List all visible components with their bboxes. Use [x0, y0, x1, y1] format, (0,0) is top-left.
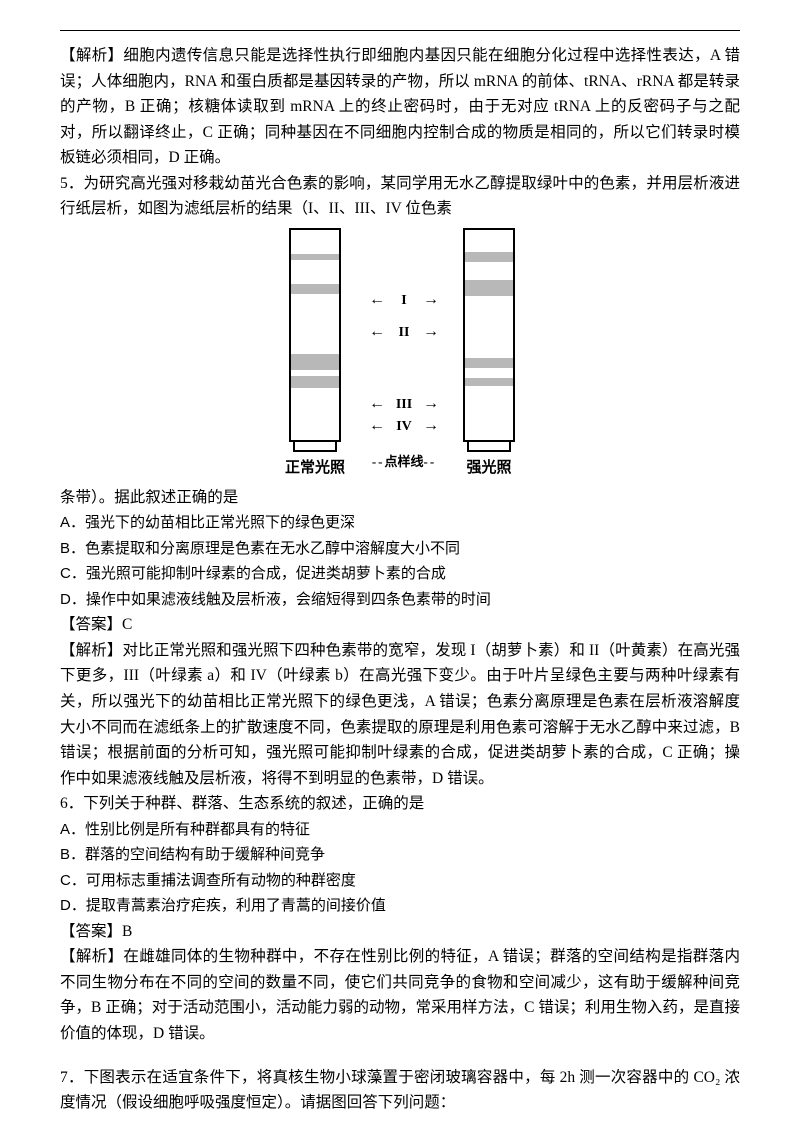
q5-explanation: 【解析】对比正常光照和强光照下四种色素带的宽窄，发现 I（胡萝卜素）和 II（叶… [60, 638, 740, 791]
q5-answer: 【答案】C [60, 612, 740, 638]
strip-tip-left [293, 442, 337, 452]
strip-label-right: 强光照 [466, 456, 511, 481]
label-row-3: ← III → [369, 393, 439, 416]
q5-stem: 5．为研究高光强对移栽幼苗光合色素的影响，某同学用无水乙醇提取绿叶中的色素，并用… [60, 171, 740, 222]
strip-strong-light: 强光照 [463, 228, 515, 481]
band-left-2 [291, 284, 339, 294]
q6-answer: 【答案】B [60, 919, 740, 945]
label-row-2: ← II → [369, 321, 439, 344]
q7-stem: 7．下图表示在适宜条件下，将真核生物小球藻置于密闭玻璃容器中，每 2h 测一次容… [60, 1065, 740, 1116]
arrow-right-icon: → [423, 418, 439, 434]
roman-4: IV [396, 415, 412, 438]
chromatography-figure: 正常光照 ← I → ← II → ← I [60, 228, 740, 481]
band-left-1 [291, 254, 339, 260]
q5-option-d: D．操作中如果滤液线触及层析液，会缩短得到四条色素带的时间 [60, 587, 740, 613]
arrow-right-icon: → [423, 324, 439, 340]
band-left-4 [291, 376, 339, 388]
arrow-right-icon: → [423, 292, 439, 308]
origin-line-label: -- 点样线 -- [369, 451, 439, 472]
label-row-1: ← I → [369, 289, 439, 312]
origin-line-text: 点样线 [384, 451, 423, 472]
roman-3: III [396, 393, 412, 416]
page: 【解析】细胞内遗传信息只能是选择性执行即细胞内基因只能在细胞分化过程中选择性表达… [0, 0, 800, 1146]
q5-option-b: B．色素提取和分离原理是色素在无水乙醇中溶解度大小不同 [60, 536, 740, 562]
top-rule [60, 30, 740, 31]
arrow-left-icon: ← [369, 418, 385, 434]
band-right-3 [465, 358, 513, 368]
band-left-3 [291, 354, 339, 370]
blank-gap [60, 1047, 740, 1065]
q5-option-c: C．强光照可能抑制叶绿素的合成，促进类胡萝卜素的合成 [60, 561, 740, 587]
dash-left: -- [372, 451, 385, 472]
strip-tip-right [467, 442, 511, 452]
arrow-left-icon: ← [369, 292, 385, 308]
q6-option-c: C．可用标志重捕法调查所有动物的种群密度 [60, 868, 740, 894]
q5-tail: 条带）。据此叙述正确的是 [60, 485, 740, 511]
arrow-left-icon: ← [369, 324, 385, 340]
roman-2: II [399, 321, 410, 344]
arrow-right-icon: → [423, 396, 439, 412]
strip-normal-light: 正常光照 [285, 228, 345, 481]
q6-option-a: A．性别比例是所有种群都具有的特征 [60, 817, 740, 843]
arrow-left-icon: ← [369, 396, 385, 412]
q5-option-a: A．强光下的幼苗相比正常光照下的绿色更深 [60, 510, 740, 536]
band-right-2 [465, 280, 513, 296]
band-right-1 [465, 252, 513, 262]
strip-label-left: 正常光照 [285, 456, 345, 481]
roman-1: I [401, 289, 406, 312]
dash-right: -- [424, 451, 437, 472]
label-row-4: ← IV → [369, 415, 439, 438]
explanation-q4: 【解析】细胞内遗传信息只能是选择性执行即细胞内基因只能在细胞分化过程中选择性表达… [60, 43, 740, 171]
band-labels-column: ← I → ← II → ← III → ← [369, 271, 439, 481]
band-right-4 [465, 378, 513, 386]
q6-option-b: B．群落的空间结构有助于缓解种间竞争 [60, 842, 740, 868]
q6-stem: 6．下列关于种群、群落、生态系统的叙述，正确的是 [60, 791, 740, 817]
q6-option-d: D．提取青蒿素治疗疟疾，利用了青蒿的间接价值 [60, 893, 740, 919]
q6-explanation: 【解析】在雌雄同体的生物种群中，不存在性别比例的特征，A 错误；群落的空间结构是… [60, 944, 740, 1046]
